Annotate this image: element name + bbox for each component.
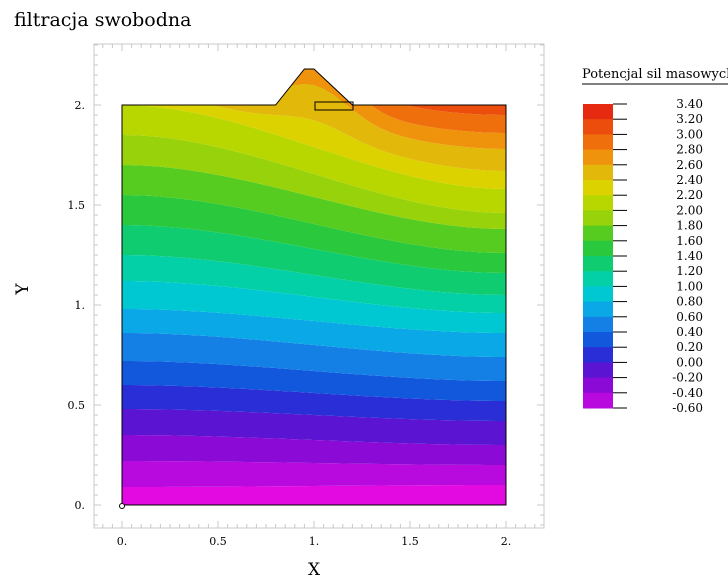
- contour-band: [122, 135, 506, 229]
- axis-ticks: [94, 44, 544, 528]
- y-tick-label: 2.: [75, 99, 86, 112]
- contour-band: [122, 361, 506, 401]
- contour-band: [122, 435, 506, 465]
- legend-swatch: [583, 180, 613, 196]
- legend-swatch: [583, 271, 613, 287]
- contour-band: [122, 105, 506, 213]
- y-tick-label: 1.5: [68, 199, 86, 212]
- drain-element: [314, 101, 354, 111]
- legend-label: 0.00: [676, 355, 703, 369]
- contour-band: [122, 385, 506, 421]
- legend-label: -0.40: [672, 386, 703, 400]
- legend-label: 0.20: [676, 340, 703, 354]
- contour-band: [122, 281, 506, 333]
- contour-band: [122, 165, 506, 253]
- y-tick-labels: 0. 0.5 1. 1.5 2.: [68, 99, 86, 512]
- legend-label: -0.20: [672, 371, 703, 385]
- legend-swatch: [583, 286, 613, 303]
- x-tick-label: 0.5: [209, 535, 227, 548]
- contour-bands: [122, 69, 506, 505]
- contour-band: [122, 333, 506, 381]
- y-tick-label: 0.5: [68, 399, 86, 412]
- legend-swatch: [583, 210, 613, 227]
- x-tick-label: 1.: [309, 535, 320, 548]
- legend-label: 3.20: [676, 112, 703, 126]
- legend-label: 1.80: [676, 219, 703, 233]
- x-axis-label: X: [308, 560, 321, 580]
- legend-label: 0.80: [676, 295, 703, 309]
- plot-frame: [93, 43, 545, 529]
- legend-label: 2.40: [676, 173, 703, 187]
- legend-label: 1.00: [676, 279, 703, 293]
- legend-label: 2.60: [676, 158, 703, 172]
- contour-band: [122, 461, 506, 487]
- legend-swatch: [583, 316, 613, 333]
- legend-swatch: [583, 134, 613, 151]
- contour-band: [122, 225, 506, 295]
- legend-title: Potencjal sil masowych: [582, 67, 728, 82]
- legend-label: 3.40: [676, 97, 703, 111]
- legend-swatch: [583, 332, 613, 348]
- y-axis-label: Y: [13, 283, 33, 296]
- legend-label: -0.60: [672, 401, 703, 415]
- legend-label: 1.60: [676, 234, 703, 248]
- contour-band: [122, 255, 506, 313]
- legend-swatch: [583, 149, 613, 166]
- legend-swatch: [583, 392, 613, 409]
- contour-band: [122, 69, 506, 133]
- legend-swatch: [583, 164, 613, 181]
- contour-band: [122, 409, 506, 445]
- legend-swatch: [583, 225, 613, 242]
- legend-label: 2.20: [676, 188, 703, 202]
- x-tick-label: 0.: [117, 535, 128, 548]
- contour-band: [122, 485, 506, 505]
- legend-label: 1.40: [676, 249, 703, 263]
- x-tick-label: 1.5: [401, 535, 419, 548]
- x-tick-labels: 0. 0.5 1. 1.5 2.: [117, 535, 512, 548]
- legend-label: 2.80: [676, 143, 703, 157]
- y-tick-label: 1.: [75, 299, 86, 312]
- legend-swatch: [583, 362, 613, 379]
- legend-swatch: [583, 377, 613, 394]
- chart-title: filtracja swobodna: [14, 9, 192, 31]
- legend-swatch: [583, 104, 613, 120]
- legend-label: 0.40: [676, 325, 703, 339]
- contour-band: [122, 95, 506, 189]
- legend: 3.403.203.00 2.802.602.402.202.00 1.801.60…: [583, 97, 703, 415]
- legend-swatch: [583, 195, 613, 211]
- x-tick-label: 2.: [501, 535, 512, 548]
- legend-swatch: [583, 347, 613, 363]
- contour-band: [122, 69, 506, 149]
- y-tick-label: 0.: [75, 499, 86, 512]
- origin-node: [119, 503, 125, 509]
- legend-swatch: [583, 240, 613, 257]
- legend-swatch: [583, 256, 613, 272]
- domain-outline: [121, 68, 507, 506]
- contour-band: [122, 195, 506, 273]
- legend-label: 3.00: [676, 127, 703, 141]
- legend-swatch: [583, 119, 613, 135]
- legend-swatch: [583, 301, 613, 318]
- legend-label: 2.00: [676, 203, 703, 217]
- contour-band: [122, 309, 506, 357]
- legend-label: 0.60: [676, 310, 703, 324]
- legend-label: 1.20: [676, 264, 703, 278]
